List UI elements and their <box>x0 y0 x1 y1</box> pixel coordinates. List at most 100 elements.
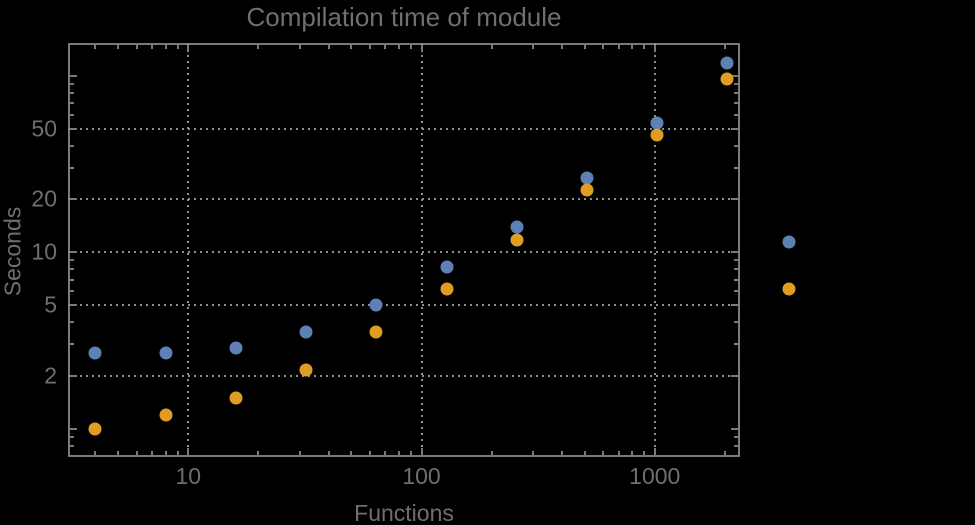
y-tick-right-9 <box>734 259 738 262</box>
y-tick-right-1 <box>731 427 738 430</box>
x-tick-top-70 <box>384 45 387 49</box>
data-point-series-orange-x1024 <box>650 128 664 142</box>
y-tick-right-50 <box>731 128 738 131</box>
data-point-series-orange-x512 <box>580 183 594 197</box>
data-point-series-orange-x256 <box>510 233 524 247</box>
data-point-series-blue-x256 <box>510 220 524 234</box>
gridline-x-100 <box>420 43 423 457</box>
y-tick-5 <box>70 304 77 307</box>
x-tick-80 <box>397 451 400 455</box>
x-tick-40 <box>327 451 330 455</box>
y-tick-1 <box>70 427 77 430</box>
y-tick-label-10: 10 <box>31 238 57 265</box>
y-tick-right-2 <box>731 374 738 377</box>
x-tick-8 <box>164 451 167 455</box>
data-point-series-blue-x1024 <box>650 116 664 130</box>
x-tick-label-100: 100 <box>402 463 441 489</box>
gridline-y-50 <box>68 128 740 131</box>
x-tick-top-10 <box>187 45 190 52</box>
y-tick-9 <box>70 259 74 262</box>
y-tick-90 <box>70 83 74 86</box>
x-tick-top-4 <box>94 45 97 49</box>
x-tick-20 <box>257 451 260 455</box>
chart-title: Compilation time of module <box>246 2 562 32</box>
gridline-x-1000 <box>653 43 656 457</box>
y-tick-right-80 <box>734 92 738 95</box>
gridline-y-20 <box>68 198 740 201</box>
x-tick-top-5 <box>117 45 120 49</box>
gridline-x-10 <box>187 43 190 457</box>
data-point-series-orange-x32 <box>299 363 313 377</box>
y-tick-40 <box>70 145 74 148</box>
data-point-series-blue-x16 <box>229 341 243 355</box>
y-tick-3 <box>70 343 74 346</box>
y-tick-30 <box>70 167 74 170</box>
y-tick-right-70 <box>734 102 738 105</box>
y-tick-right-5 <box>731 304 738 307</box>
x-tick-70 <box>384 451 387 455</box>
x-tick-1000 <box>653 448 656 455</box>
gridline-y-2 <box>68 374 740 377</box>
x-tick-50 <box>350 451 353 455</box>
x-tick-top-90 <box>409 45 412 49</box>
x-tick-4 <box>94 451 97 455</box>
data-point-series-orange-x2048 <box>720 72 734 86</box>
data-point-series-blue-x4 <box>88 346 102 360</box>
x-tick-top-1000 <box>653 45 656 52</box>
x-tick-5 <box>117 451 120 455</box>
y-tick-0.9 <box>70 435 74 438</box>
x-tick-top-9 <box>176 45 179 49</box>
y-tick-right-0.9 <box>734 435 738 438</box>
x-tick-top-200 <box>490 45 493 49</box>
x-tick-label-1000: 1000 <box>629 463 681 489</box>
y-tick-10 <box>70 251 77 254</box>
y-tick-right-10 <box>731 251 738 254</box>
y-tick-8 <box>70 268 74 271</box>
x-tick-top-80 <box>397 45 400 49</box>
data-point-series-orange-x16 <box>229 391 243 405</box>
x-axis-title: Functions <box>354 500 454 525</box>
x-tick-top-100 <box>420 45 423 52</box>
y-tick-right-8 <box>734 268 738 271</box>
gridline-y-10 <box>68 251 740 254</box>
y-tick-label-5: 5 <box>44 291 57 318</box>
x-tick-top-20 <box>257 45 260 49</box>
legend-marker-series-blue <box>782 235 796 249</box>
y-tick-right-30 <box>734 167 738 170</box>
y-tick-50 <box>70 128 77 131</box>
y-tick-label-2: 2 <box>44 362 57 389</box>
data-point-series-blue-x128 <box>440 260 454 274</box>
x-tick-top-800 <box>631 45 634 49</box>
data-point-series-orange-x4 <box>88 422 102 436</box>
data-point-series-blue-x2048 <box>720 56 734 70</box>
x-tick-top-8 <box>164 45 167 49</box>
x-tick-9 <box>176 451 179 455</box>
y-tick-right-3 <box>734 343 738 346</box>
data-point-series-blue-x64 <box>369 298 383 312</box>
gridline-y-5 <box>68 304 740 307</box>
x-tick-2000 <box>723 451 726 455</box>
y-tick-right-4 <box>734 321 738 324</box>
x-tick-label-10: 10 <box>175 463 202 489</box>
x-tick-top-6 <box>135 45 138 49</box>
y-tick-right-40 <box>734 145 738 148</box>
y-tick-80 <box>70 92 74 95</box>
data-point-series-orange-x128 <box>440 282 454 296</box>
y-tick-100 <box>70 75 77 78</box>
x-tick-900 <box>643 451 646 455</box>
legend-marker-series-orange <box>782 282 796 296</box>
x-tick-top-40 <box>327 45 330 49</box>
x-tick-top-500 <box>583 45 586 49</box>
x-tick-10 <box>187 448 190 455</box>
y-tick-right-7 <box>734 278 738 281</box>
y-tick-right-100 <box>731 75 738 78</box>
plot-frame <box>68 43 740 457</box>
x-tick-90 <box>409 451 412 455</box>
x-tick-6 <box>135 451 138 455</box>
x-tick-top-300 <box>531 45 534 49</box>
x-tick-600 <box>602 451 604 455</box>
x-tick-700 <box>617 451 620 455</box>
x-tick-30 <box>298 451 301 455</box>
y-tick-right-0.8 <box>734 444 738 447</box>
y-tick-0.8 <box>70 444 74 447</box>
